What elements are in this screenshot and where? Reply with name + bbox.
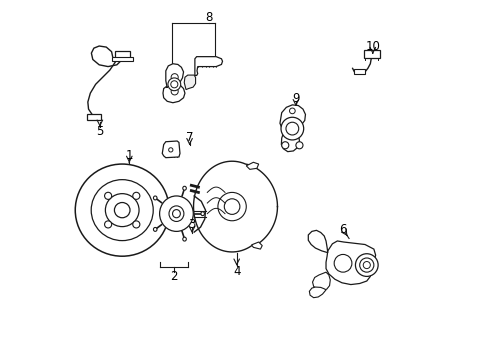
Circle shape <box>363 261 369 269</box>
Ellipse shape <box>133 192 140 199</box>
Ellipse shape <box>104 192 111 199</box>
Ellipse shape <box>114 203 130 218</box>
Circle shape <box>281 142 288 149</box>
Text: 10: 10 <box>365 40 380 53</box>
Ellipse shape <box>172 210 180 218</box>
Ellipse shape <box>91 180 153 240</box>
Bar <box>364 50 380 58</box>
Text: 2: 2 <box>170 270 177 283</box>
Circle shape <box>224 199 240 215</box>
Bar <box>86 114 101 121</box>
Polygon shape <box>312 272 329 291</box>
Polygon shape <box>163 64 184 103</box>
Bar <box>111 57 133 61</box>
Text: 7: 7 <box>185 131 193 144</box>
Text: 1: 1 <box>125 149 133 162</box>
Circle shape <box>295 142 303 149</box>
Ellipse shape <box>153 228 157 231</box>
Circle shape <box>285 122 298 135</box>
Text: 5: 5 <box>96 125 103 138</box>
Ellipse shape <box>159 196 193 231</box>
Polygon shape <box>246 162 258 169</box>
Circle shape <box>355 254 377 276</box>
Polygon shape <box>325 241 375 284</box>
Text: 6: 6 <box>339 223 346 236</box>
Ellipse shape <box>201 212 204 216</box>
Ellipse shape <box>75 164 169 256</box>
Text: 9: 9 <box>291 92 299 105</box>
Circle shape <box>170 81 178 88</box>
Circle shape <box>333 255 351 272</box>
Polygon shape <box>184 75 195 90</box>
Circle shape <box>289 108 295 114</box>
Circle shape <box>281 117 303 140</box>
Circle shape <box>168 148 173 152</box>
Polygon shape <box>309 287 325 298</box>
Bar <box>115 51 130 58</box>
Text: 8: 8 <box>205 11 212 24</box>
Ellipse shape <box>105 194 139 226</box>
Polygon shape <box>307 230 327 253</box>
Polygon shape <box>279 105 305 152</box>
Circle shape <box>171 88 178 95</box>
Circle shape <box>171 74 178 81</box>
Ellipse shape <box>169 206 183 221</box>
Ellipse shape <box>104 221 111 228</box>
Polygon shape <box>162 141 180 158</box>
Polygon shape <box>195 57 222 76</box>
Text: 4: 4 <box>232 265 240 278</box>
Ellipse shape <box>183 237 186 241</box>
Bar <box>353 69 364 74</box>
Circle shape <box>218 192 246 221</box>
Text: 3: 3 <box>188 218 195 231</box>
Ellipse shape <box>183 186 186 190</box>
Ellipse shape <box>133 221 140 228</box>
Polygon shape <box>251 242 262 249</box>
Ellipse shape <box>153 196 157 200</box>
Circle shape <box>359 258 373 272</box>
Circle shape <box>167 78 181 91</box>
